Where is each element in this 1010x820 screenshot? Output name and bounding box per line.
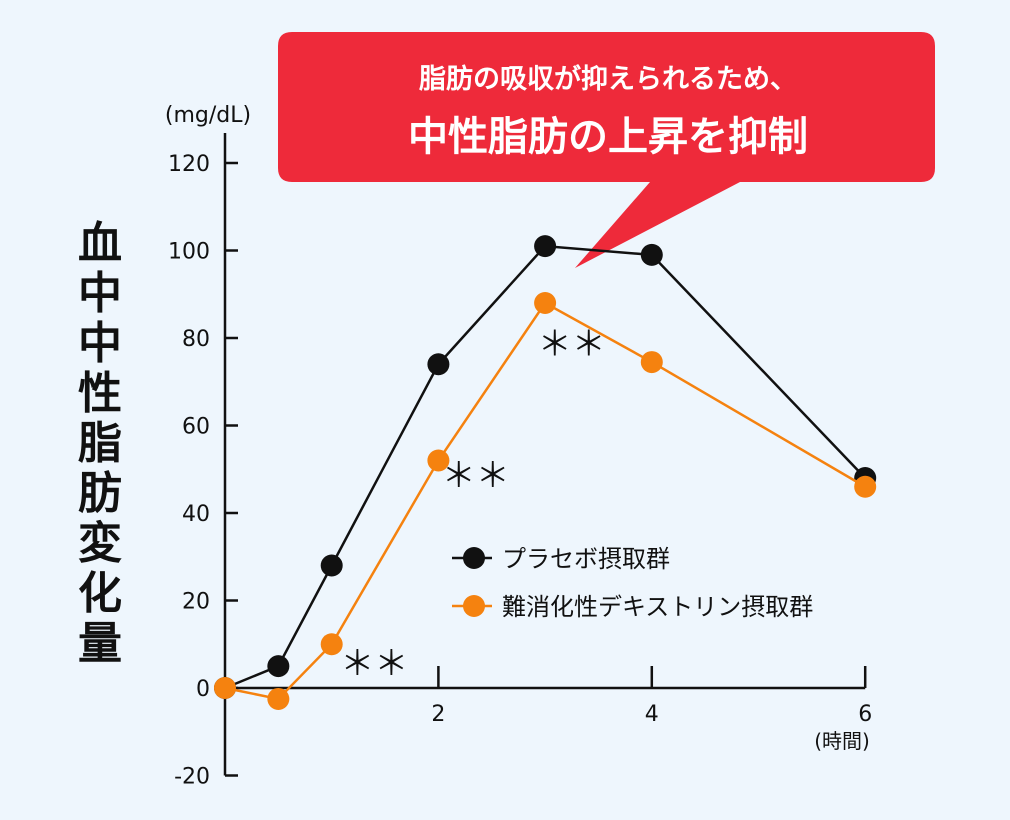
data-point bbox=[854, 475, 877, 498]
data-point bbox=[427, 449, 450, 472]
callout-shape bbox=[278, 32, 935, 268]
x-tick-label: 4 bbox=[645, 702, 659, 727]
y-axis-title-char: 変 bbox=[78, 518, 122, 569]
y-axis-title-char: 脂 bbox=[78, 418, 122, 469]
y-axis-title-char: 量 bbox=[78, 618, 122, 669]
data-point bbox=[534, 235, 557, 258]
y-tick-label: 80 bbox=[182, 327, 210, 352]
x-unit-label: (時間) bbox=[814, 729, 870, 753]
y-axis-title-char: 性 bbox=[78, 368, 122, 419]
data-point bbox=[640, 351, 663, 374]
significance-marker: ＊＊ bbox=[340, 644, 408, 684]
significance-marker: ＊＊ bbox=[442, 456, 510, 496]
data-point bbox=[267, 687, 290, 710]
data-point bbox=[320, 554, 343, 577]
legend-marker bbox=[463, 595, 485, 617]
x-tick-label: 2 bbox=[431, 702, 445, 727]
y-axis-title-char: 中 bbox=[78, 268, 122, 319]
significance-marker: ＊＊ bbox=[538, 325, 606, 365]
x-tick-label: 6 bbox=[858, 702, 872, 727]
data-point bbox=[534, 292, 557, 314]
data-point bbox=[214, 677, 236, 699]
y-tick-label: 120 bbox=[168, 152, 210, 177]
y-tick-label: 20 bbox=[182, 590, 210, 615]
data-point bbox=[640, 243, 663, 266]
y-axis-title-char: 化 bbox=[78, 568, 122, 619]
y-tick-label: 0 bbox=[196, 677, 210, 702]
y-axis-title-char: 肪 bbox=[78, 468, 122, 519]
callout-bubble: 脂肪の吸収が抑えられるため、 中性脂肪の上昇を抑制 bbox=[278, 32, 935, 268]
data-point bbox=[267, 655, 290, 678]
data-point bbox=[427, 353, 450, 376]
callout-line2: 中性脂肪の上昇を抑制 bbox=[408, 114, 808, 160]
y-tick-label: 60 bbox=[182, 415, 210, 440]
y-tick-label: 100 bbox=[168, 240, 210, 265]
y-tick-label: -20 bbox=[174, 765, 210, 790]
legend-marker bbox=[463, 547, 485, 569]
data-point bbox=[320, 633, 343, 656]
legend-label: 難消化性デキストリン摂取群 bbox=[502, 593, 813, 621]
y-unit-label: (mg/dL) bbox=[165, 103, 251, 128]
y-tick-label: 40 bbox=[182, 502, 210, 527]
callout-line1: 脂肪の吸収が抑えられるため、 bbox=[419, 63, 797, 95]
y-axis-title-char: 中 bbox=[78, 318, 122, 369]
y-axis-title-char: 血 bbox=[78, 218, 122, 269]
legend-label: プラセボ摂取群 bbox=[502, 545, 670, 573]
